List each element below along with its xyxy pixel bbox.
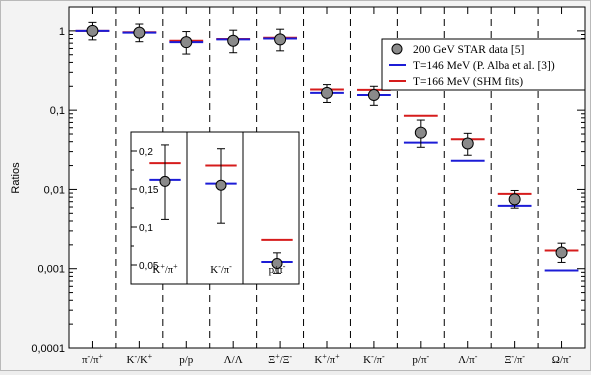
x-tick-label: Ξ+/Ξ- — [268, 352, 292, 366]
y-tick-label: 0,01 — [44, 184, 65, 196]
data-point — [321, 86, 333, 99]
legend-label-146: T=146 MeV (P. Alba et al. [3]) — [413, 60, 555, 72]
data-point — [133, 26, 146, 39]
data-point — [86, 24, 99, 37]
inset-y-tick-label: 0,05 — [139, 261, 159, 272]
x-tick-label: Ξ-/π- — [504, 352, 525, 366]
x-tick-label: K-/K+ — [127, 352, 153, 366]
y-tick-label: 0,001 — [37, 264, 65, 276]
data-point — [180, 36, 193, 49]
inset-data-point — [215, 179, 227, 191]
data-point — [274, 33, 287, 46]
data-point — [414, 126, 427, 139]
inset-y-tick-label: 0,15 — [139, 185, 159, 196]
x-tick-label: p/π- — [412, 352, 429, 366]
inset-y-tick-label: 0,1 — [139, 223, 153, 234]
data-point — [508, 193, 521, 206]
data-point — [367, 89, 380, 102]
x-tick-label: K+/π+ — [314, 352, 340, 366]
inset-x-tick-label: K-/π- — [210, 262, 232, 276]
x-tick-label: p/p — [179, 354, 194, 366]
x-tick-label: Λ/Λ — [224, 354, 243, 366]
legend-label-data: 200 GeV STAR data [5] — [413, 44, 524, 56]
x-tick-label: π-/π+ — [82, 352, 103, 366]
inset-data-point — [271, 257, 283, 269]
inset-x-tick-label: p/π- — [269, 262, 286, 276]
y-tick-label: 0,0001 — [31, 343, 65, 355]
inset-data-point — [159, 175, 171, 187]
inset-x-tick-label: K+/π+ — [152, 262, 178, 276]
inset-plot-area — [130, 131, 300, 285]
y-tick-label: 0,1 — [50, 105, 65, 117]
y-tick-label: 1 — [59, 26, 65, 38]
legend-swatch-data — [391, 43, 403, 55]
y-axis-label: Ratios — [10, 162, 22, 194]
x-tick-label: K-/π- — [363, 352, 385, 366]
legend-box — [381, 38, 586, 91]
x-tick-label: Ω/π- — [552, 352, 572, 366]
inset-y-tick-label: 0,2 — [139, 147, 153, 158]
legend-label-166: T=166 MeV (SHM fits) — [413, 76, 523, 88]
data-point — [555, 246, 568, 259]
x-tick-label: Λ/π- — [458, 352, 478, 366]
data-point — [461, 137, 474, 150]
data-point — [227, 34, 240, 47]
